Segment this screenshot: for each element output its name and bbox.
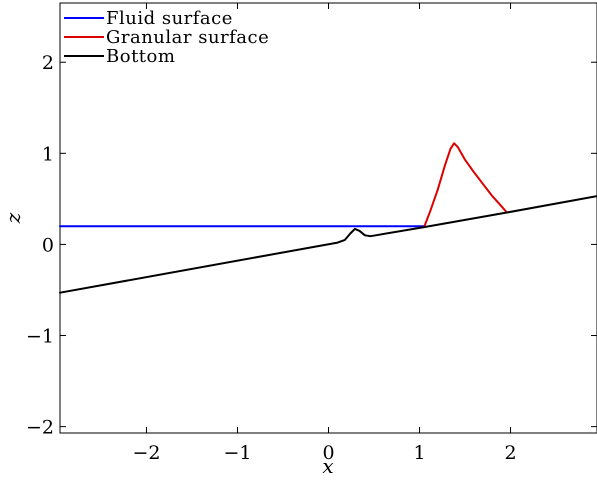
x-tick-label: 2: [504, 442, 516, 464]
x-tick-label: −1: [223, 442, 251, 464]
tick-layer: −2 −1 0 1 2 −2 −1 0 1 2: [26, 3, 597, 464]
legend-label: Granular surface: [106, 27, 269, 48]
x-axis-label: x: [322, 454, 333, 478]
series-layer: [59, 142, 597, 294]
legend-label: Fluid surface: [106, 8, 233, 29]
y-axis-label: z: [1, 212, 25, 224]
x-tick-label: 0: [322, 442, 334, 464]
series-line-granular-surface: [423, 142, 508, 229]
plot-frame: [59, 2, 597, 434]
x-tick-label: 1: [413, 442, 425, 464]
y-tick-label: 1: [42, 143, 54, 165]
y-tick-label: −1: [26, 326, 54, 348]
series-line-bottom: [59, 195, 597, 294]
x-tick-label: −2: [132, 442, 160, 464]
y-tick-label: −2: [26, 417, 54, 439]
legend-label: Bottom: [106, 46, 175, 67]
y-tick-label: 0: [42, 234, 54, 256]
y-tick-label: 2: [42, 52, 54, 74]
